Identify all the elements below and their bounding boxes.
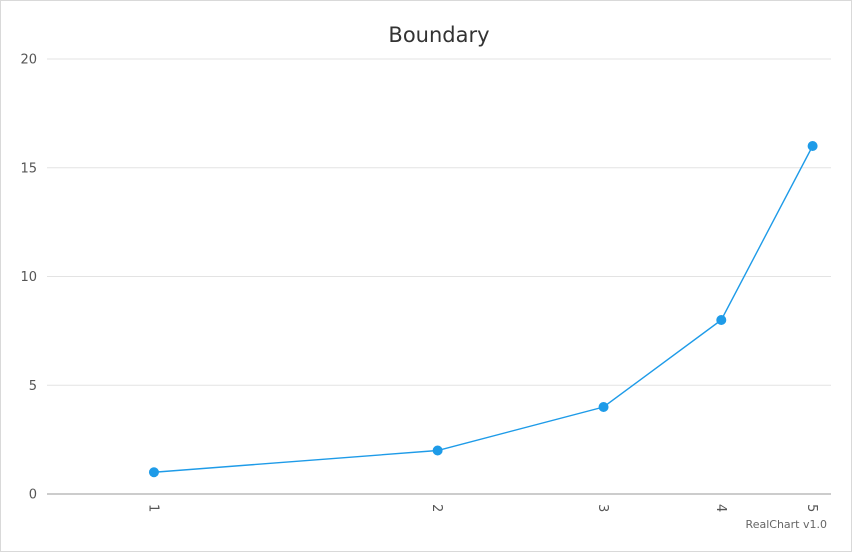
x-tick-label: 3 bbox=[595, 504, 610, 512]
series-line-layer bbox=[153, 145, 814, 473]
series-line bbox=[153, 145, 814, 473]
y-tick-label: 10 bbox=[20, 270, 37, 285]
x-tick-label: 4 bbox=[713, 504, 728, 512]
x-tick-label: 2 bbox=[429, 504, 444, 512]
y-tick-label: 0 bbox=[29, 488, 37, 503]
x-tick-label: 5 bbox=[804, 504, 819, 512]
chart-credit: RealChart v1.0 bbox=[746, 518, 827, 531]
series-point[interactable] bbox=[598, 402, 609, 412]
y-axis: 0 5 10 15 20 bbox=[20, 53, 37, 503]
y-tick-label: 5 bbox=[29, 379, 37, 394]
y-tick-label: 20 bbox=[20, 53, 37, 68]
series-point[interactable] bbox=[148, 467, 159, 478]
x-axis: 1 2 3 4 5 bbox=[47, 493, 831, 512]
x-tick-label: 1 bbox=[145, 504, 160, 512]
y-tick-label: 15 bbox=[20, 161, 37, 176]
series-points-layer bbox=[148, 141, 818, 478]
chart-title: Boundary bbox=[388, 23, 489, 47]
series-point[interactable] bbox=[716, 315, 727, 325]
y-grid bbox=[47, 58, 831, 386]
series-point[interactable] bbox=[807, 141, 818, 151]
series-point[interactable] bbox=[432, 445, 443, 456]
